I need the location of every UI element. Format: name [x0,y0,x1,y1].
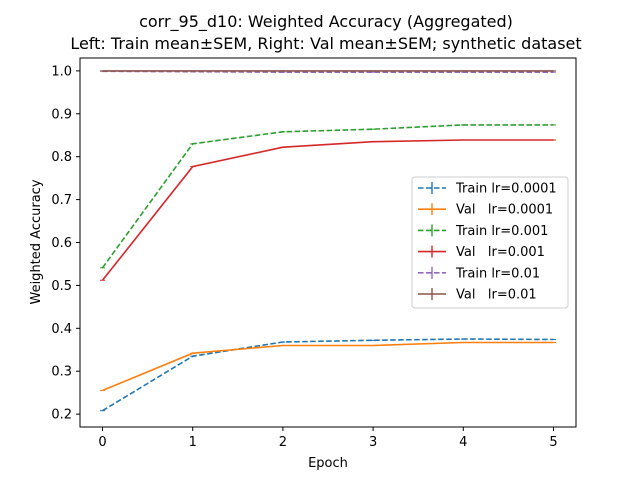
legend-entry-4: Train lr=0.01 [455,266,540,281]
legend-box [411,176,569,309]
x-tick-label: 4 [459,435,467,450]
legend-entry-2: Train lr=0.001 [455,224,548,239]
series-line-3 [101,139,554,281]
legend-entry-5: Val lr=0.01 [456,288,537,303]
y-tick-label: 0.2 [51,408,72,423]
y-tick-label: 0.7 [51,193,72,208]
x-tick-label: 1 [189,435,197,450]
plot-frame [79,57,577,428]
y-tick-label: 1.0 [51,64,72,79]
series-line-0 [102,338,554,412]
y-tick-label: 0.9 [51,107,72,122]
y-tick-label: 0.3 [51,365,72,380]
x-tick-label: 5 [549,435,557,450]
y-tick-label: 0.5 [51,279,72,294]
y-axis-label: Weighted Accuracy [29,179,44,304]
series-line-2 [101,124,554,269]
chart-title: corr_95_d10: Weighted Accuracy (Aggregat… [139,12,513,32]
legend-entry-0: Train lr=0.0001 [455,182,557,197]
legend-entry-1: Val lr=0.0001 [456,203,553,218]
x-axis-label: Epoch [308,456,348,471]
y-tick-label: 0.4 [51,322,72,337]
x-tick-label: 2 [279,435,287,450]
x-axis-ticks: 0 1 2 3 4 5 [98,427,558,450]
legend-entry-3: Val lr=0.001 [456,245,545,260]
chart-subtitle: Left: Train mean±SEM, Right: Val mean±SE… [70,34,581,53]
x-tick-label: 3 [369,435,377,450]
plot-area [100,70,556,412]
legend: Train lr=0.0001 Val lr=0.0001 Train lr=0.0… [411,176,569,309]
y-tick-label: 0.8 [51,150,72,165]
x-tick-label: 0 [98,435,106,450]
y-axis-ticks: 0.2 0.3 0.4 0.5 0.6 0.7 0.8 0.9 1.0 [51,64,80,423]
y-tick-label: 0.6 [51,236,72,251]
series-line-1 [102,341,554,392]
